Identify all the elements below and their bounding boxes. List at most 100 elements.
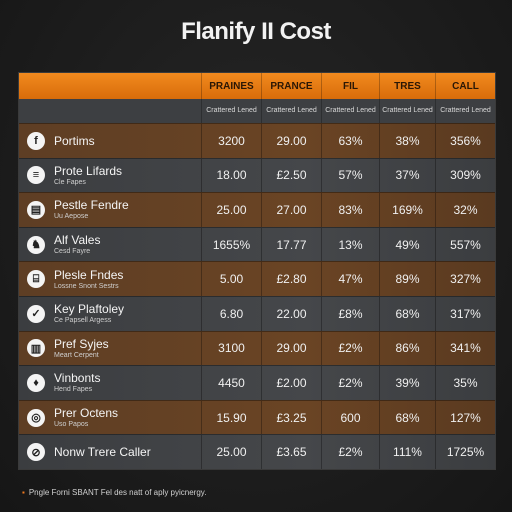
table-cell: 4450	[201, 366, 261, 400]
row-subtitle: Ce Papsell Argess	[54, 317, 112, 325]
table-cell: £2.00	[261, 366, 321, 400]
row-subtitle: Cle Fapes	[54, 178, 86, 186]
table-cell: 17.77	[261, 227, 321, 262]
row-name: Pestle Fendre	[54, 198, 129, 213]
table-cell: 309%	[435, 158, 495, 193]
table-cell: 15.90	[201, 400, 261, 435]
row-name: Pref Syjes	[54, 336, 109, 351]
table-row[interactable]: f Portims 3200 29.00 63% 38% 356%	[19, 123, 495, 158]
row-names: Pestle Fendre Uu Aepose	[54, 198, 129, 221]
row-label-cell: f Portims	[19, 124, 201, 158]
row-names: Key Plaftoley Ce Papsell Argess	[54, 302, 124, 325]
column-header[interactable]: CALL	[435, 73, 495, 99]
header-blank	[19, 73, 201, 99]
table-cell: 5.00	[201, 262, 261, 296]
table-cell: £8%	[321, 296, 379, 331]
column-subheader: Crattered Lened	[435, 99, 495, 123]
row-label-cell: ⌸ Plesle Fndes Lossne Snont Sestrs	[19, 262, 201, 296]
row-label-cell: ≡ Prote Lifards Cle Fapes	[19, 159, 201, 193]
table-cell: 600	[321, 400, 379, 435]
table-cell: 169%	[379, 193, 435, 227]
table-row[interactable]: ◎ Prer Octens Uso Papos 15.90 £3.25 600 68% 127…	[19, 399, 495, 435]
row-name: Plesle Fndes	[54, 267, 124, 282]
table-header: PRAINES PRANCE FIL TRES CALL	[19, 73, 495, 99]
row-label-cell: ✓ Key Plaftoley Ce Papsell Argess	[19, 297, 201, 331]
calendar-icon: ▥	[27, 339, 45, 358]
table-cell: 86%	[379, 331, 435, 366]
table-row[interactable]: ⊘ Nonw Trere Caller 25.00 £3.65 £2% 111% 1725%	[19, 434, 495, 469]
horse-icon: ♞	[27, 235, 45, 254]
footnote: ▪ Pngle Forni SBANT Fel des natt of aply …	[22, 488, 206, 497]
table-cell: 32%	[435, 193, 495, 227]
row-names: Portims	[54, 134, 95, 148]
table-cell: 317%	[435, 296, 495, 331]
table-cell: 38%	[379, 124, 435, 158]
table-cell: 127%	[435, 400, 495, 435]
row-names: Plesle Fndes Lossne Snont Sestrs	[54, 268, 123, 291]
table-row[interactable]: ≡ Prote Lifards Cle Fapes 18.00 £2.50 57% 37% 3…	[19, 157, 495, 193]
table-cell: 22.00	[261, 296, 321, 331]
column-header[interactable]: PRAINES	[201, 73, 261, 99]
table-cell: 83%	[321, 193, 379, 227]
table-cell: 25.00	[201, 193, 261, 227]
row-subtitle: Cesd Fayre	[54, 248, 91, 256]
table-cell: 37%	[379, 158, 435, 193]
page-title: Flanify II Cost	[181, 18, 331, 45]
table-row[interactable]: ▥ Pref Syjes Meart Cerpent 3100 29.00 £2% 86% 3…	[19, 330, 495, 366]
table-cell: 557%	[435, 227, 495, 262]
table-cell: 29.00	[261, 124, 321, 158]
row-subtitle: Uu Aepose	[54, 213, 89, 221]
row-subtitle: Meart Cerpent	[54, 351, 99, 359]
table-cell: 13%	[321, 227, 379, 262]
table-cell: 6.80	[201, 296, 261, 331]
table-cell: 356%	[435, 124, 495, 158]
table-cell: 1725%	[435, 435, 495, 469]
row-names: Pref Syjes Meart Cerpent	[54, 337, 109, 360]
table-cell: 89%	[379, 262, 435, 296]
building-icon: ⌸	[27, 270, 45, 289]
table-cell: 27.00	[261, 193, 321, 227]
table-row[interactable]: ⌸ Plesle Fndes Lossne Snont Sestrs 5.00 £2.8…	[19, 261, 495, 296]
table-cell: 57%	[321, 158, 379, 193]
table-cell: 25.00	[201, 435, 261, 469]
row-names: Prote Lifards Cle Fapes	[54, 164, 122, 187]
table-cell: £2%	[321, 331, 379, 366]
column-subheader: Crattered Lened	[201, 99, 261, 123]
table-subheader: Crattered Lened Crattered Lened Crattere…	[19, 99, 495, 123]
document-icon: ▤	[27, 200, 45, 219]
table-cell: 63%	[321, 124, 379, 158]
table-cell: 47%	[321, 262, 379, 296]
row-names: Prer Octens Uso Papos	[54, 406, 118, 429]
table-cell: 68%	[379, 296, 435, 331]
table-row[interactable]: ✓ Key Plaftoley Ce Papsell Argess 6.80 22.00…	[19, 295, 495, 331]
row-label-cell: ▥ Pref Syjes Meart Cerpent	[19, 332, 201, 366]
bullet-icon: ▪	[22, 488, 25, 497]
table-cell: 49%	[379, 227, 435, 262]
column-header[interactable]: TRES	[379, 73, 435, 99]
subheader-blank	[19, 99, 201, 123]
table-row[interactable]: ♦ Vinbonts Hend Fapes 4450 £2.00 £2% 39% 35%	[19, 365, 495, 400]
table-row[interactable]: ▤ Pestle Fendre Uu Aepose 25.00 27.00 83% 169%…	[19, 192, 495, 227]
wine-icon: ♦	[27, 373, 45, 392]
row-name: Prer Octens	[54, 406, 119, 421]
row-names: Vinbonts Hend Fapes	[54, 371, 100, 394]
row-label-cell: ⊘ Nonw Trere Caller	[19, 435, 201, 469]
table-cell: 29.00	[261, 331, 321, 366]
row-name: Nonw Trere Caller	[54, 445, 151, 460]
row-names: Alf Vales Cesd Fayre	[54, 233, 100, 256]
table-cell: 341%	[435, 331, 495, 366]
row-name: Vinbonts	[54, 371, 101, 386]
table-cell: £2%	[321, 366, 379, 400]
table-cell: £2.80	[261, 262, 321, 296]
column-header[interactable]: PRANCE	[261, 73, 321, 99]
table-row[interactable]: ♞ Alf Vales Cesd Fayre 1655% 17.77 13% 49% 557%	[19, 226, 495, 262]
facebook-icon: f	[27, 131, 45, 150]
pause-icon: ⊘	[27, 443, 45, 462]
table-body: f Portims 3200 29.00 63% 38% 356% ≡ Prote Lifard…	[19, 123, 495, 469]
column-header[interactable]: FIL	[321, 73, 379, 99]
column-subheader: Crattered Lened	[261, 99, 321, 123]
row-label-cell: ◎ Prer Octens Uso Papos	[19, 401, 201, 435]
check-icon: ✓	[27, 304, 45, 323]
table-cell: £2%	[321, 435, 379, 469]
table-cell: £3.65	[261, 435, 321, 469]
